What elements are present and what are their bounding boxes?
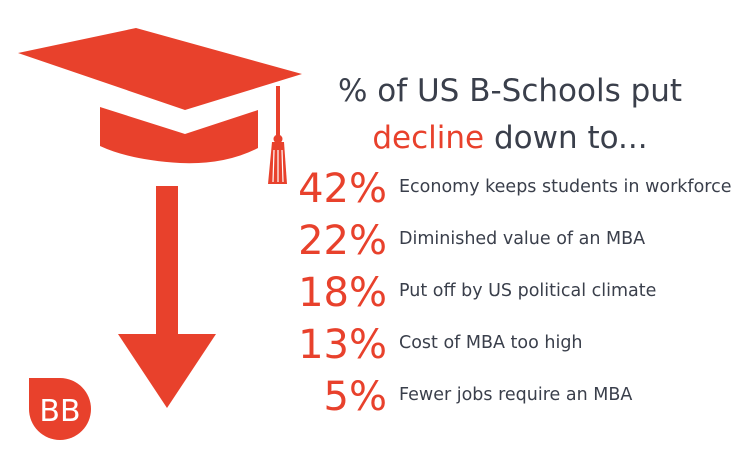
chart-title-line2: decline down to... bbox=[330, 117, 690, 159]
down-arrow-icon bbox=[118, 186, 216, 408]
reason-label: Cost of MBA too high bbox=[399, 333, 583, 353]
percent-value: 18% bbox=[298, 270, 387, 316]
reason-label: Put off by US political climate bbox=[399, 281, 657, 301]
reason-label: Economy keeps students in workforce bbox=[399, 177, 732, 197]
percent-value: 22% bbox=[298, 218, 387, 264]
reason-label: Fewer jobs require an MBA bbox=[399, 385, 633, 405]
title-rest: down to... bbox=[484, 120, 648, 156]
reason-label: Diminished value of an MBA bbox=[399, 229, 646, 249]
title-accent-word: decline bbox=[372, 120, 485, 156]
logo-text: BB bbox=[39, 394, 80, 429]
percent-value: 5% bbox=[323, 374, 387, 420]
percent-value: 13% bbox=[298, 322, 387, 368]
bb-logo-icon: BB bbox=[29, 378, 91, 440]
chart-title-line1: % of US B-Schools put bbox=[337, 73, 683, 109]
graduation-cap-icon bbox=[18, 28, 302, 184]
percent-value: 42% bbox=[298, 166, 387, 212]
